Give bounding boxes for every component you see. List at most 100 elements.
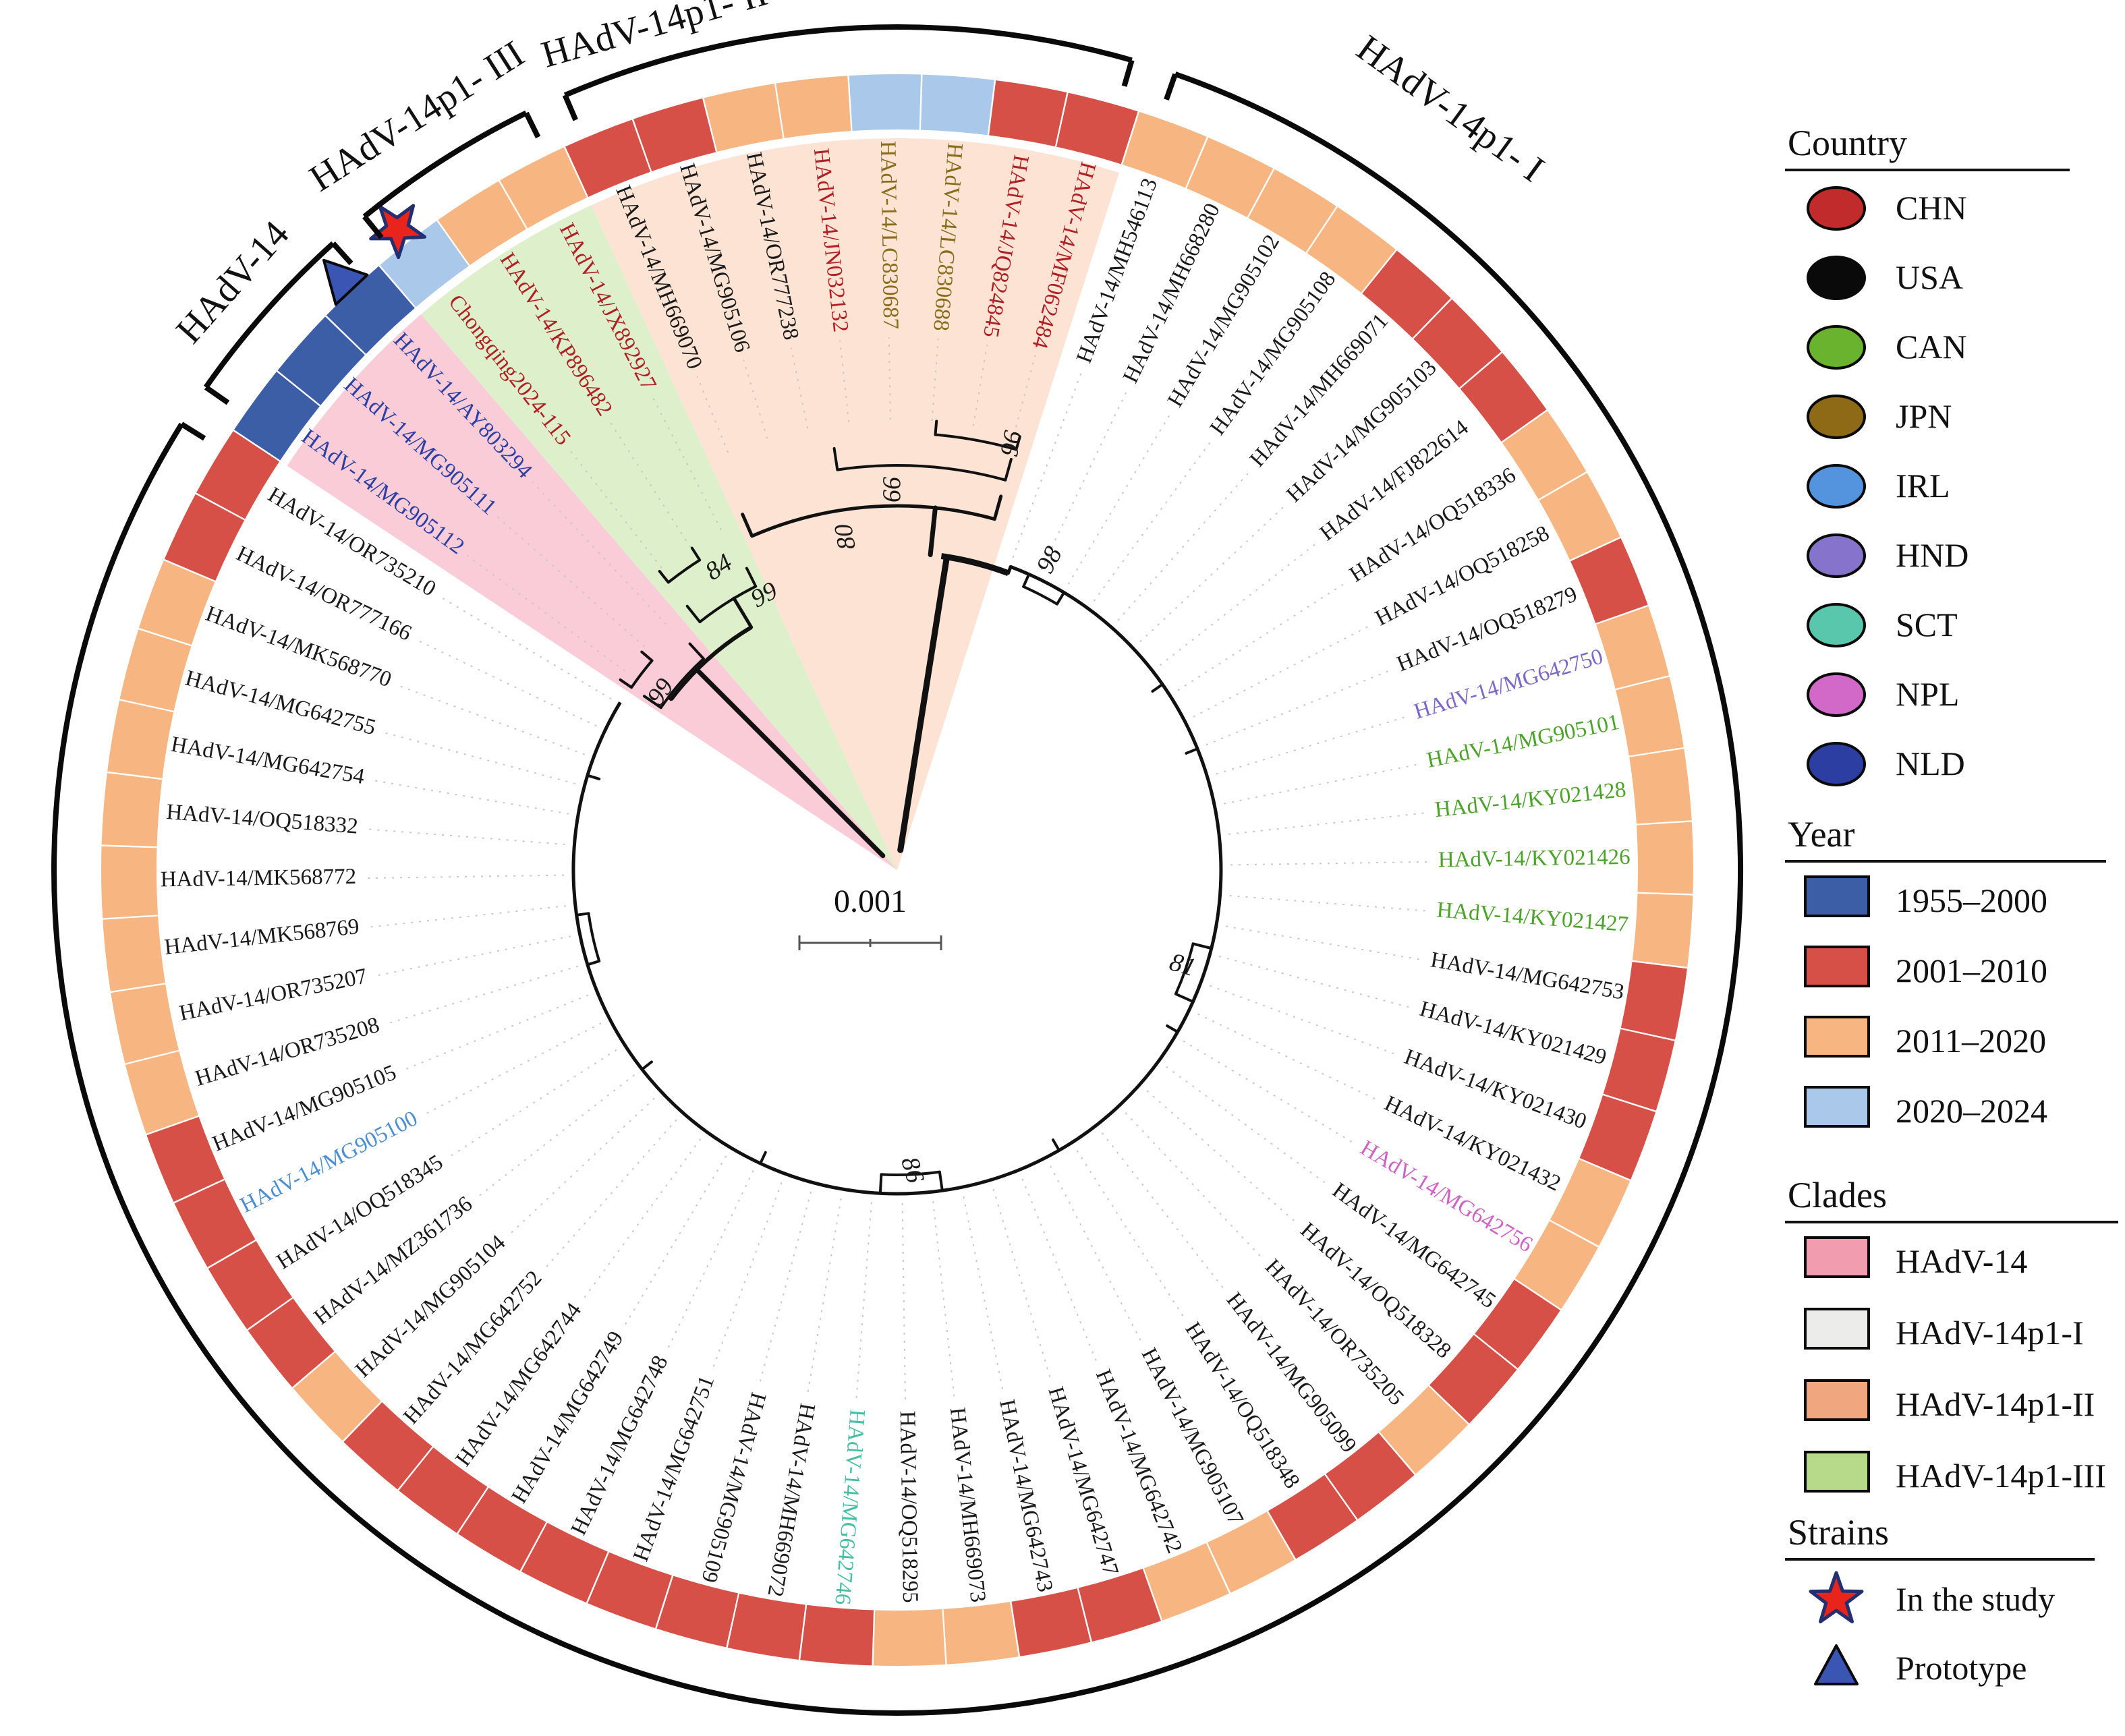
year-ring-segment <box>164 494 245 581</box>
year-ring-segment <box>196 431 280 519</box>
clade-bracket-tick <box>1121 59 1135 87</box>
bootstrap-value: 80 <box>829 522 861 552</box>
year-ring-segment <box>500 147 588 229</box>
year-ring-segment <box>343 1401 433 1490</box>
cladeIII-stem <box>732 596 754 629</box>
leader-line <box>497 517 646 647</box>
node-tick <box>1052 1138 1060 1152</box>
clade-bracket-tick <box>204 384 230 405</box>
leader-line <box>416 639 597 727</box>
year-ring-segment <box>1207 1511 1295 1593</box>
year-swatch <box>1804 946 1870 987</box>
node-step <box>1004 457 1013 482</box>
leader-line <box>1125 1112 1263 1259</box>
leader-line <box>758 1191 812 1385</box>
year-ring-segment <box>873 1609 946 1666</box>
year-ring-segment <box>1413 299 1502 388</box>
year-ring-segment <box>1379 1385 1469 1474</box>
node-step <box>1055 591 1066 606</box>
year-ring-segment <box>438 181 527 266</box>
bootstrap-value: 81 <box>1166 948 1199 982</box>
clade-wedge <box>591 138 1119 871</box>
clade-swatch <box>1804 1379 1870 1421</box>
leader-line <box>1183 1040 1355 1145</box>
tip-label: HAdV-14/MK568769 <box>163 915 360 960</box>
leader-line <box>609 421 691 548</box>
year-ring-segment <box>138 560 215 645</box>
cladeII-stem <box>928 505 938 558</box>
tip-label: HAdV-14/MG905103 <box>1282 355 1441 507</box>
year-ring-segment <box>1460 353 1547 442</box>
node-step <box>832 446 839 471</box>
leader-line <box>623 1155 727 1328</box>
clade-swatch <box>1804 1308 1870 1350</box>
year-ring-segment <box>119 629 192 712</box>
clade-wedge <box>287 314 898 871</box>
year-ring-segment <box>1122 111 1207 188</box>
year-ring-segment <box>399 1447 488 1533</box>
country-swatch <box>1807 464 1866 509</box>
leader-line <box>931 339 939 422</box>
year-ring-segment <box>111 984 179 1064</box>
legend-clade-label: HAdV-14p1-III <box>1896 1457 2106 1495</box>
leader-line <box>1012 370 1083 558</box>
legend-country-label: NPL <box>1896 675 1959 713</box>
cladeII-subarc2 <box>935 433 1017 451</box>
year-ring-segment <box>107 700 174 779</box>
leader-line <box>1228 812 1427 835</box>
cladeI-subclade <box>587 913 601 962</box>
leader-line <box>374 935 571 977</box>
leader-line <box>1166 1066 1328 1186</box>
year-ring-segment <box>326 266 416 355</box>
clade-wedge <box>421 205 897 871</box>
node-step <box>1007 565 1013 575</box>
legend-year-label: 2011–2020 <box>1896 1022 2046 1060</box>
tree-branches <box>571 419 1223 1196</box>
year-ring-segment <box>727 1593 806 1660</box>
leader-line <box>932 1201 955 1400</box>
year-ring-segment <box>1616 676 1684 756</box>
leader-line <box>448 1049 617 1158</box>
leader-line <box>652 396 722 530</box>
tip-label: HAdV-14/OQ518295 <box>895 1411 922 1603</box>
year-ring-segment <box>1632 893 1693 967</box>
clade-bracket <box>563 24 1133 98</box>
clade-bracket-arcs <box>51 24 1744 1716</box>
legend-country-label: JPN <box>1896 397 1952 435</box>
node-step <box>745 567 758 588</box>
legend-country-label: CAN <box>1896 328 1967 366</box>
clade-bracket-tick <box>562 94 578 121</box>
legend-title: Strains <box>1788 1512 1889 1553</box>
clade-bracket-tick <box>362 214 384 239</box>
leader-line <box>666 1170 754 1351</box>
tip-label: HAdV-14/OR735205 <box>1260 1254 1409 1410</box>
cladeIII-IV-stem <box>694 667 886 859</box>
node-step <box>619 678 633 689</box>
year-ring-segment <box>1550 1159 1631 1246</box>
leader-line <box>712 1182 783 1370</box>
clade-bracket <box>362 110 528 219</box>
leader-line <box>1040 389 1129 570</box>
node-tick <box>1185 747 1199 755</box>
legend-clade-label: HAdV-14 <box>1896 1242 2027 1280</box>
node-step <box>1022 573 1031 588</box>
leader-line <box>397 685 586 755</box>
year-ring-segment <box>1429 1334 1517 1424</box>
leader-line <box>855 1202 872 1401</box>
bootstrap-value: 98 <box>1031 542 1068 578</box>
year-ring-segment <box>277 316 366 406</box>
legend-country-label: USA <box>1896 258 1963 296</box>
tip-label: HAdV-14/KY021427 <box>1436 898 1629 937</box>
leader-lines <box>364 337 1430 1403</box>
leader-line <box>839 340 850 422</box>
legend-clade-label: HAdV-14p1-I <box>1896 1314 2084 1352</box>
leader-line <box>1159 542 1318 666</box>
leader-line <box>1193 625 1371 718</box>
clade-wedges <box>287 138 1119 871</box>
legend-country-label: SCT <box>1896 606 1958 643</box>
leader-line <box>476 1074 635 1198</box>
leader-line <box>1117 470 1251 621</box>
clade-bracket-tick <box>180 422 206 441</box>
